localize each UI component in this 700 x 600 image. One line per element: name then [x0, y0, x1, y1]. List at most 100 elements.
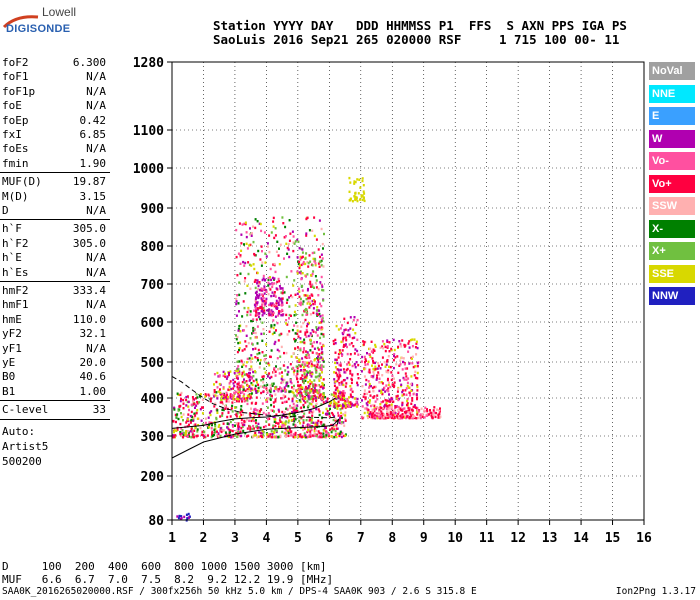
- echo-point: [244, 222, 247, 226]
- echo-point: [357, 353, 360, 356]
- echo-point: [356, 373, 359, 376]
- echo-point: [215, 417, 218, 421]
- echo-point: [328, 415, 331, 418]
- echo-point: [384, 398, 387, 402]
- echo-point: [289, 431, 292, 434]
- y-tick-label: 400: [141, 392, 165, 407]
- param-label: foEs: [2, 142, 29, 156]
- echo-point: [299, 377, 302, 380]
- echo-point: [232, 434, 235, 437]
- echo-point: [290, 434, 293, 437]
- echo-point: [288, 219, 291, 222]
- echo-point: [293, 369, 296, 372]
- echo-point: [309, 302, 312, 306]
- echo-point: [348, 343, 351, 346]
- echo-point: [349, 358, 352, 361]
- echo-point: [298, 388, 301, 391]
- echo-point: [256, 427, 259, 430]
- echo-points: [172, 176, 442, 522]
- echo-point: [262, 378, 265, 381]
- echo-point: [214, 430, 217, 434]
- echo-point: [221, 414, 224, 417]
- echo-point: [401, 401, 404, 405]
- echo-point: [322, 299, 325, 302]
- echo-point: [320, 321, 323, 324]
- echo-point: [321, 382, 324, 385]
- echo-point: [337, 414, 340, 417]
- echo-point: [297, 384, 299, 387]
- echo-point: [322, 423, 325, 426]
- echo-point: [409, 413, 412, 416]
- echo-point: [281, 292, 284, 295]
- echo-point: [344, 411, 347, 414]
- echo-point: [231, 404, 234, 408]
- echo-point: [256, 307, 259, 310]
- echo-point: [239, 262, 242, 265]
- echo-point: [304, 355, 307, 359]
- echo-point: [187, 512, 190, 516]
- echo-point: [251, 435, 254, 438]
- echo-point: [240, 434, 243, 438]
- param-label: fmin: [2, 156, 29, 170]
- echo-point: [172, 420, 175, 423]
- echo-point: [263, 312, 266, 315]
- echo-point: [336, 379, 339, 383]
- echo-point: [232, 418, 235, 421]
- echo-point: [250, 382, 253, 385]
- echo-point: [248, 263, 251, 267]
- echo-point: [319, 342, 322, 345]
- echo-point: [299, 297, 302, 301]
- param-value: 333.4: [72, 284, 106, 297]
- echo-point: [284, 389, 287, 392]
- echo-point: [218, 382, 221, 386]
- echo-point: [311, 264, 314, 267]
- echo-point: [343, 328, 346, 332]
- echo-point: [208, 411, 211, 414]
- echo-point: [173, 435, 176, 438]
- y-tick-label: 80: [148, 514, 164, 529]
- y-tick-label: 800: [141, 240, 165, 255]
- echo-point: [260, 391, 263, 395]
- echo-point: [273, 405, 275, 408]
- echo-point: [391, 383, 394, 386]
- echo-point: [293, 279, 296, 282]
- echo-point: [360, 415, 363, 419]
- echo-point: [235, 369, 238, 373]
- echo-point: [261, 375, 264, 378]
- echo-point: [192, 416, 195, 419]
- echo-point: [177, 409, 180, 412]
- echo-point: [310, 421, 313, 424]
- echo-point: [257, 296, 260, 300]
- echo-point: [279, 298, 282, 301]
- echo-point: [241, 397, 244, 401]
- echo-point: [304, 388, 307, 391]
- echo-point: [254, 387, 257, 390]
- echo-point: [343, 394, 346, 397]
- echo-point: [176, 515, 179, 518]
- echo-point: [193, 423, 196, 427]
- echo-point: [180, 391, 183, 395]
- echo-point: [273, 436, 276, 439]
- echo-point: [273, 262, 276, 266]
- echo-point: [289, 404, 291, 408]
- echo-point: [393, 409, 396, 412]
- echo-point: [284, 395, 287, 398]
- echo-point: [227, 400, 230, 403]
- echo-point: [269, 384, 272, 387]
- echo-point: [306, 430, 309, 434]
- echo-point: [390, 347, 393, 351]
- echo-point: [253, 427, 255, 430]
- echo-point: [400, 408, 403, 412]
- echo-point: [314, 368, 317, 371]
- echo-point: [255, 391, 258, 394]
- echo-point: [406, 367, 409, 370]
- echo-point: [388, 365, 390, 368]
- echo-point: [291, 386, 293, 389]
- echo-point: [275, 385, 278, 389]
- echo-point: [188, 408, 190, 412]
- echo-point: [304, 257, 307, 260]
- echo-point: [277, 408, 280, 412]
- echo-point: [226, 375, 229, 378]
- echo-point: [326, 409, 329, 413]
- echo-point: [208, 423, 211, 426]
